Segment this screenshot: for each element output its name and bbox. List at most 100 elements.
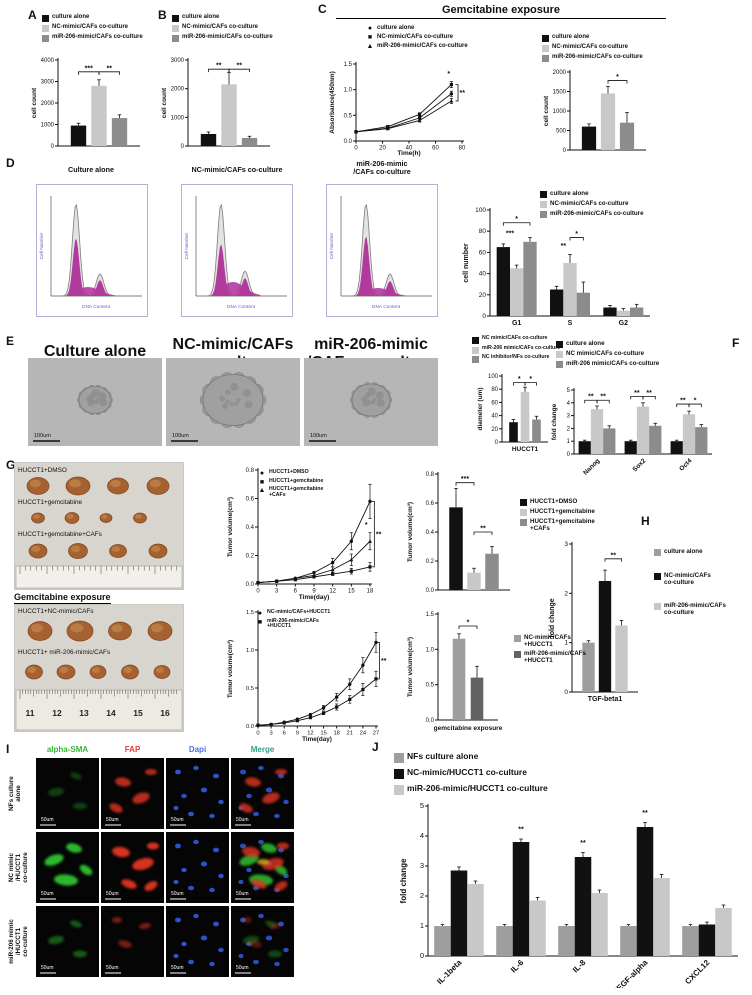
panel-h-legend: culture alone NC-mimic/CAFs co-culture miR… — [654, 548, 726, 617]
svg-text:0.5: 0.5 — [426, 683, 435, 689]
svg-text:**: ** — [216, 63, 222, 70]
legend-item: ■ NC-mimic/CAFs co-culture — [366, 34, 468, 41]
legend-swatch — [556, 361, 563, 368]
legend-item: ● culture alone — [366, 25, 468, 32]
panel-i-column-header-alpha-sma: alpha-SMA — [46, 745, 89, 754]
svg-text:3: 3 — [275, 589, 279, 595]
svg-text:0: 0 — [564, 689, 568, 696]
svg-text:5: 5 — [567, 388, 571, 394]
svg-text:4000: 4000 — [41, 58, 55, 64]
panel-d-flow-title-3: miR-206-mimic /CAFs co-culture — [353, 159, 411, 177]
legend-item: miR-206-mimic/CAFs co-culture — [540, 210, 644, 218]
legend-swatch — [654, 603, 661, 611]
svg-text:**: ** — [480, 526, 486, 533]
panel-c-title: Gemcitabine exposure — [336, 4, 666, 19]
legend-swatch — [654, 573, 661, 580]
legend-marker-icon: ■ — [259, 478, 265, 486]
legend-swatch — [172, 35, 179, 42]
svg-text:9: 9 — [296, 731, 299, 737]
svg-text:80: 80 — [459, 146, 466, 152]
svg-text:1.5: 1.5 — [246, 610, 254, 616]
panel-g-line-chart-1: 0.0 0.2 0.4 0.6 0.8 0 3 6 9 12 15 18 Tumor volume(cm… — [227, 468, 382, 601]
svg-text:0: 0 — [181, 144, 185, 150]
panel-label-g: G — [6, 458, 16, 472]
legend-label: NC mimic/CAFs co-culture — [482, 335, 548, 341]
legend-item: NC-mimic/CAFs co-culture — [172, 24, 273, 32]
panel-i-column-header-dapi: Dapi — [188, 745, 207, 754]
svg-text:20: 20 — [491, 427, 498, 433]
svg-text:Time(day): Time(day) — [299, 594, 330, 601]
svg-text:DNA Content: DNA Content — [227, 304, 256, 310]
panel-e-micrograph-2: 100um — [166, 358, 300, 446]
svg-text:IL-6: IL-6 — [509, 958, 526, 975]
legend-label: culture alone — [377, 25, 415, 31]
panel-e-bar-chart: 0 20 40 60 80 100 diameter (um) HUCCT1 * * — [477, 374, 548, 453]
legend-item: NFs culture alone — [394, 751, 548, 763]
panel-i-if-tile: 50um — [36, 906, 99, 977]
legend-item: culture alone — [542, 34, 643, 42]
svg-text:1: 1 — [567, 439, 571, 445]
legend-label: HUCCT1+gemcitabine +CAFs — [269, 486, 324, 498]
svg-text:0: 0 — [563, 148, 567, 154]
panel-g-line-legend-2: ● NC-mimic/CAFs+HUCCT1 ■ miR-206-mimic/CAFs… — [256, 609, 330, 630]
svg-text:50um: 50um — [106, 817, 119, 823]
svg-text:20: 20 — [479, 292, 487, 299]
svg-text:27: 27 — [373, 731, 379, 737]
legend-label: NC mimic/CAFs co-culture — [566, 350, 645, 357]
svg-text:80: 80 — [491, 387, 498, 393]
legend-swatch — [520, 499, 527, 506]
svg-text:1500: 1500 — [553, 90, 567, 96]
panel-g-line-legend-1: ● HUCCT1+DMSO ■ HUCCT1+gemcitabine ▲ HUCCT1+g… — [258, 469, 324, 499]
svg-text:15: 15 — [133, 708, 143, 718]
legend-swatch — [514, 635, 521, 642]
legend-swatch — [540, 211, 547, 218]
svg-text:2000: 2000 — [553, 70, 567, 76]
svg-text:1000: 1000 — [41, 123, 55, 129]
legend-label: culture alone — [182, 14, 220, 20]
legend-label: miR-206-mimic/CAFs co-culture — [664, 602, 726, 617]
panel-i-if-tile: 50um — [101, 758, 164, 829]
legend-label: miR-206-mimic/CAFs co-culture — [552, 54, 643, 60]
svg-text:4: 4 — [420, 831, 424, 840]
svg-text:**: ** — [580, 840, 586, 847]
panel-i-if-tile: 50um — [101, 906, 164, 977]
legend-marker-icon: ▲ — [258, 487, 266, 494]
svg-text:0.4: 0.4 — [246, 525, 255, 531]
panel-c-line-legend: ● culture alone ■ NC-mimic/CAFs co-culture ▲… — [366, 25, 468, 50]
legend-swatch — [520, 509, 527, 516]
svg-text:TGF-beta1: TGF-beta1 — [588, 696, 623, 703]
svg-text:2: 2 — [564, 590, 568, 597]
legend-swatch — [542, 35, 549, 42]
svg-text:*: * — [529, 376, 532, 383]
svg-text:CXCL12: CXCL12 — [683, 958, 711, 986]
svg-text:11: 11 — [26, 708, 35, 718]
svg-text:50um: 50um — [171, 965, 184, 971]
svg-text:12: 12 — [307, 731, 313, 737]
svg-text:18: 18 — [333, 731, 339, 737]
svg-text:60: 60 — [432, 146, 439, 152]
svg-text:50um: 50um — [236, 965, 249, 971]
svg-text:100um: 100um — [34, 433, 51, 439]
panel-i-if-tile: 50um — [166, 832, 229, 903]
legend-item: NC-mimic/CAFs co-culture — [540, 200, 644, 208]
panel-g-exposure-title: Gemcitabine exposure — [14, 592, 111, 604]
legend-item: ▲ miR-206-mimic/CAFs co-culture — [366, 43, 468, 50]
svg-text:**: ** — [646, 390, 652, 397]
panel-label-d: D — [6, 156, 15, 170]
svg-text:G1: G1 — [512, 320, 521, 327]
svg-text:50um: 50um — [106, 891, 119, 897]
panel-d-flow-title-2: NC-mimic/CAFs co-culture — [191, 165, 283, 174]
svg-text:3: 3 — [564, 541, 568, 548]
panel-g-tumor-photo-1: HUCCT1+DMSO HUCCT1+gemcitabine HUCCT1+gemc… — [14, 462, 184, 590]
svg-text:100um: 100um — [172, 433, 189, 439]
panel-e-legend: NC mimic/CAFs co-culture miR-206 mimic/CA… — [472, 335, 560, 363]
legend-label: culture alone — [664, 548, 703, 555]
svg-text:*: * — [467, 620, 470, 627]
svg-text:18: 18 — [367, 589, 374, 595]
panel-c-bar-legend: culture alone NC-mimic/CAFs co-culture miR… — [542, 34, 643, 62]
svg-text:S: S — [568, 320, 573, 327]
svg-text:Absorbance(450nm): Absorbance(450nm) — [329, 71, 336, 134]
legend-swatch — [542, 55, 549, 62]
